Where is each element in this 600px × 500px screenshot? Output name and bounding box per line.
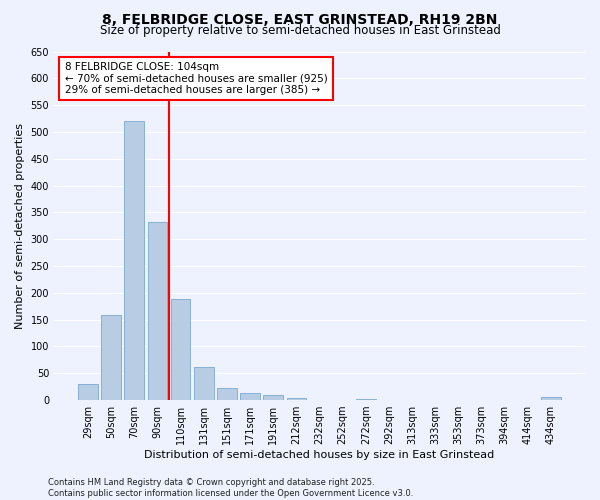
Bar (541, 398, 561, 400)
Bar (240, 392, 260, 400)
Bar (217, 388, 237, 400)
Text: Contains HM Land Registry data © Crown copyright and database right 2025.
Contai: Contains HM Land Registry data © Crown c… (48, 478, 413, 498)
Bar (124, 121, 144, 400)
Bar (356, 399, 376, 400)
X-axis label: Distribution of semi-detached houses by size in East Grinstead: Distribution of semi-detached houses by … (145, 450, 494, 460)
Y-axis label: Number of semi-detached properties: Number of semi-detached properties (15, 123, 25, 329)
Bar (287, 398, 306, 400)
Bar (171, 300, 190, 400)
Text: Size of property relative to semi-detached houses in East Grinstead: Size of property relative to semi-detach… (100, 24, 500, 37)
Bar (263, 396, 283, 400)
Text: 8, FELBRIDGE CLOSE, EAST GRINSTEAD, RH19 2BN: 8, FELBRIDGE CLOSE, EAST GRINSTEAD, RH19… (103, 12, 497, 26)
Bar (148, 222, 167, 400)
Bar (78, 384, 98, 400)
Bar (101, 316, 121, 400)
Text: 8 FELBRIDGE CLOSE: 104sqm
← 70% of semi-detached houses are smaller (925)
29% of: 8 FELBRIDGE CLOSE: 104sqm ← 70% of semi-… (65, 62, 328, 95)
Bar (194, 367, 214, 400)
